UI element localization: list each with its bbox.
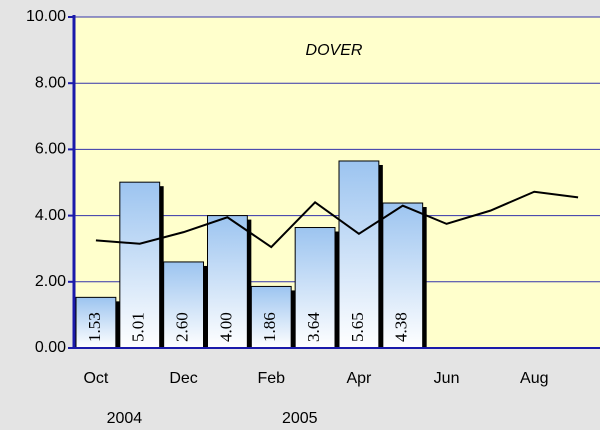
value-label: 5.01 <box>129 312 148 342</box>
bar <box>338 160 380 349</box>
bar-shadow <box>158 186 164 348</box>
y-tick-label: 2.00 <box>35 273 66 290</box>
bar-shadow <box>377 164 383 348</box>
bar-shadow <box>421 207 427 348</box>
y-tick-label: 6.00 <box>35 141 66 158</box>
y-tick-label: 0.00 <box>35 339 66 356</box>
bar-shadow <box>334 231 339 348</box>
bar-shadow <box>290 290 296 348</box>
bar <box>382 202 424 349</box>
y-tick-label: 10.00 <box>26 8 66 25</box>
x-tick-label: Aug <box>520 370 548 387</box>
x-tick-label: Jun <box>434 370 460 387</box>
value-label: 1.53 <box>85 312 104 342</box>
bar <box>75 296 117 349</box>
x-tick-label: Apr <box>346 370 372 387</box>
year-label: 2005 <box>282 410 318 427</box>
year-label: 2004 <box>107 410 143 427</box>
bar-shadow <box>114 301 120 348</box>
x-tick-label: Feb <box>257 370 285 387</box>
line <box>95 190 579 249</box>
value-label: 2.60 <box>172 312 191 342</box>
bar <box>294 227 336 349</box>
chart-title: DOVER <box>306 42 363 59</box>
bar <box>250 285 292 349</box>
x-tick-label: Dec <box>169 370 197 387</box>
value-label: 1.86 <box>260 312 279 342</box>
x-tick-label: Oct <box>83 370 108 387</box>
y-tick-label: 8.00 <box>35 74 66 91</box>
value-label: 4.00 <box>216 312 235 342</box>
value-label: 4.38 <box>392 312 411 342</box>
bar-shadow <box>202 265 208 348</box>
y-tick-label: 4.00 <box>35 207 66 224</box>
bar <box>119 181 161 349</box>
value-label: 5.65 <box>348 312 367 342</box>
bar-shadow <box>246 219 252 348</box>
value-label: 3.64 <box>304 312 323 342</box>
